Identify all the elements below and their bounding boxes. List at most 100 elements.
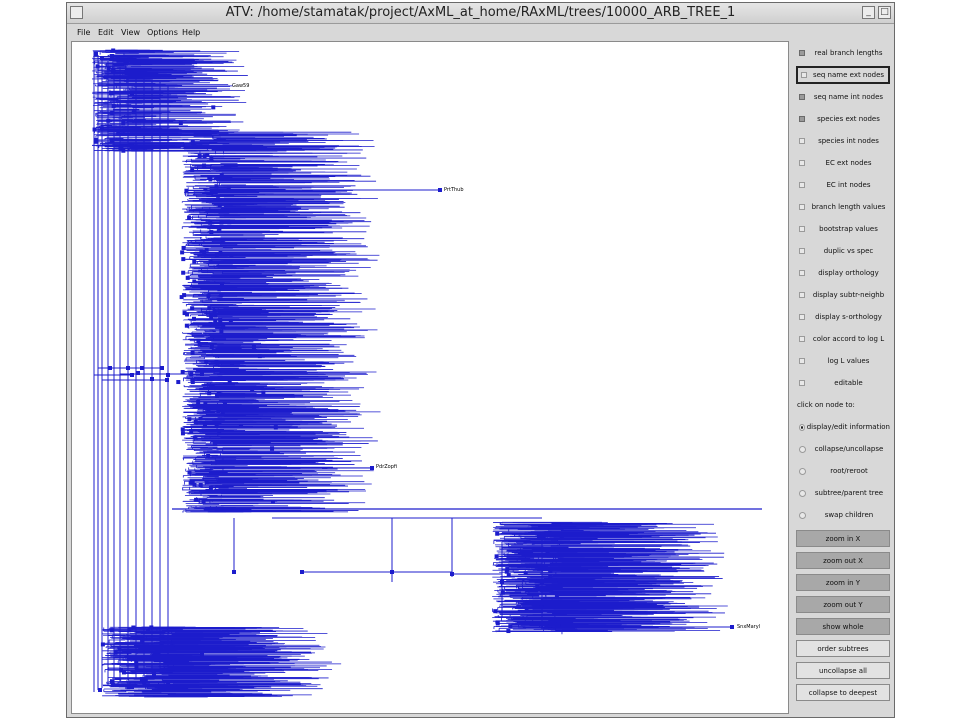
tree-node[interactable] — [548, 574, 553, 579]
tree-node[interactable] — [180, 427, 185, 432]
tree-node[interactable] — [185, 312, 190, 317]
tree-node[interactable] — [229, 253, 234, 258]
option-checkbox-row[interactable]: display subtr-neighb — [796, 286, 890, 304]
tree-node[interactable] — [131, 110, 136, 115]
tree-node[interactable] — [196, 399, 201, 404]
tree-node[interactable] — [494, 554, 499, 559]
tree-node[interactable] — [198, 416, 203, 421]
tree-node[interactable] — [121, 121, 126, 126]
tree-node[interactable] — [180, 431, 185, 436]
tree-node[interactable] — [211, 105, 216, 110]
tree-node[interactable] — [557, 579, 562, 584]
tree-node[interactable] — [152, 672, 157, 677]
tree-node[interactable] — [500, 580, 504, 584]
tree-node[interactable] — [192, 435, 197, 440]
tree-node[interactable] — [218, 286, 223, 291]
tree-node[interactable] — [221, 324, 226, 329]
tree-node[interactable] — [187, 417, 192, 422]
tree-node[interactable] — [554, 593, 559, 598]
tree-node[interactable] — [110, 628, 115, 633]
tree-node[interactable] — [190, 306, 195, 311]
tree-node[interactable] — [261, 390, 266, 395]
tree-node[interactable] — [108, 366, 112, 370]
option-checkbox-row[interactable]: seq name int nodes — [796, 88, 890, 106]
order-subtrees-button[interactable]: order subtrees — [796, 640, 890, 657]
tree-node[interactable] — [100, 642, 105, 647]
tree-node[interactable] — [495, 621, 500, 626]
tree-node[interactable] — [216, 391, 221, 396]
tree-node[interactable] — [506, 573, 511, 578]
tree-node[interactable] — [216, 197, 221, 202]
tree-node[interactable] — [200, 652, 204, 656]
tree-node[interactable] — [160, 634, 165, 639]
tree-node[interactable] — [108, 90, 113, 95]
click-radio-row[interactable]: collapse/uncollapse — [796, 440, 890, 458]
tree-node[interactable] — [217, 203, 222, 208]
tree-node[interactable] — [119, 145, 124, 150]
tree-node[interactable] — [160, 366, 164, 370]
zoom-in-X-button[interactable]: zoom in X — [796, 530, 890, 547]
tree-node[interactable] — [220, 409, 225, 414]
tree-node[interactable] — [190, 350, 195, 355]
radio-icon[interactable] — [799, 511, 806, 519]
tree-node[interactable] — [227, 220, 232, 225]
tree-node[interactable] — [232, 570, 236, 574]
tree-node[interactable] — [206, 454, 211, 459]
tree-node[interactable] — [227, 379, 232, 384]
tree-node[interactable] — [116, 131, 121, 136]
tree-node[interactable] — [209, 156, 214, 161]
tree-node[interactable] — [208, 220, 213, 225]
tree-node[interactable] — [184, 188, 189, 193]
tree-node[interactable] — [159, 641, 164, 646]
tree-node[interactable] — [204, 480, 209, 485]
tree-node[interactable] — [204, 247, 209, 252]
tree-node[interactable] — [130, 373, 134, 377]
tree-node[interactable] — [212, 440, 217, 445]
tree-node[interactable] — [106, 66, 111, 71]
option-checkbox-row[interactable]: duplic vs spec — [796, 242, 890, 260]
option-checkbox-row[interactable]: species int nodes — [796, 132, 890, 150]
tree-node[interactable] — [200, 372, 204, 376]
tree-node[interactable] — [140, 639, 145, 644]
tree-node[interactable] — [556, 622, 561, 627]
tree-node[interactable] — [109, 138, 114, 143]
tree-node[interactable] — [216, 408, 221, 413]
tree-node[interactable] — [536, 534, 541, 539]
tree-node[interactable] — [126, 685, 131, 690]
tree-node[interactable] — [208, 321, 213, 326]
tree-node[interactable] — [115, 54, 120, 59]
option-checkbox-row[interactable]: species ext nodes — [796, 110, 890, 128]
tree-node[interactable] — [149, 625, 154, 630]
tree-node[interactable] — [540, 535, 544, 539]
tree-node[interactable] — [134, 660, 139, 665]
tree-node[interactable] — [551, 522, 556, 527]
tree-node[interactable] — [185, 275, 190, 280]
tree-node[interactable] — [199, 249, 204, 254]
tree-node[interactable] — [250, 387, 255, 392]
tree-node[interactable] — [202, 250, 207, 255]
option-checkbox-row[interactable]: EC int nodes — [796, 176, 890, 194]
radio-icon[interactable] — [799, 467, 806, 475]
tree-node[interactable] — [187, 215, 192, 220]
tree-node[interactable] — [208, 260, 213, 265]
checkbox-icon[interactable] — [799, 138, 805, 144]
tree-node[interactable] — [218, 317, 223, 322]
tree-node[interactable] — [121, 670, 126, 675]
tree-node[interactable] — [190, 377, 195, 382]
maximize-icon[interactable]: □ — [878, 6, 891, 19]
option-checkbox-row[interactable]: real branch lengths — [796, 44, 890, 62]
tree-node[interactable] — [219, 173, 224, 178]
tree-node[interactable] — [160, 668, 164, 672]
tree-node[interactable] — [190, 380, 195, 385]
tree-node[interactable] — [257, 354, 262, 359]
tree-node[interactable] — [559, 533, 564, 538]
tree-node[interactable] — [556, 624, 561, 629]
tree-node[interactable] — [508, 624, 513, 629]
tree-node[interactable] — [120, 128, 125, 133]
tree-node[interactable] — [92, 127, 97, 132]
tree-node[interactable] — [523, 571, 528, 576]
tree-node[interactable] — [215, 393, 220, 398]
tree-node[interactable] — [121, 148, 126, 153]
tree-node[interactable] — [219, 329, 224, 334]
tree-node[interactable] — [215, 360, 220, 365]
